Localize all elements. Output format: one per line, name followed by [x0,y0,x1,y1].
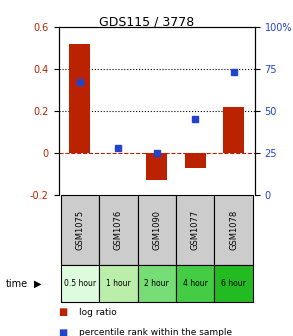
Text: 1 hour: 1 hour [106,280,131,288]
Bar [214,195,253,265]
Text: GSM1078: GSM1078 [229,210,238,250]
Text: GSM1076: GSM1076 [114,210,123,250]
Text: 0.5 hour: 0.5 hour [64,280,96,288]
Bar [185,153,206,168]
Bar [214,265,253,302]
Text: 2 hour: 2 hour [144,280,169,288]
Bar [99,265,137,302]
Bar [176,195,214,265]
Bar [69,44,90,153]
Text: GDS115 / 3778: GDS115 / 3778 [99,15,194,28]
Text: ▶: ▶ [34,279,42,289]
Bar [61,195,99,265]
Bar [223,107,244,153]
Bar [176,265,214,302]
Text: GSM1090: GSM1090 [152,210,161,250]
Bar [61,265,99,302]
Bar [146,153,167,180]
Text: percentile rank within the sample: percentile rank within the sample [79,328,232,336]
Text: time: time [6,279,28,289]
Bar [137,265,176,302]
Text: 6 hour: 6 hour [221,280,246,288]
Text: log ratio: log ratio [79,308,117,317]
Bar [137,195,176,265]
Text: 4 hour: 4 hour [183,280,208,288]
Text: GSM1075: GSM1075 [75,210,84,250]
Bar [99,195,137,265]
Text: GSM1077: GSM1077 [191,210,200,250]
Text: ■: ■ [59,307,68,318]
Text: ■: ■ [59,328,68,336]
